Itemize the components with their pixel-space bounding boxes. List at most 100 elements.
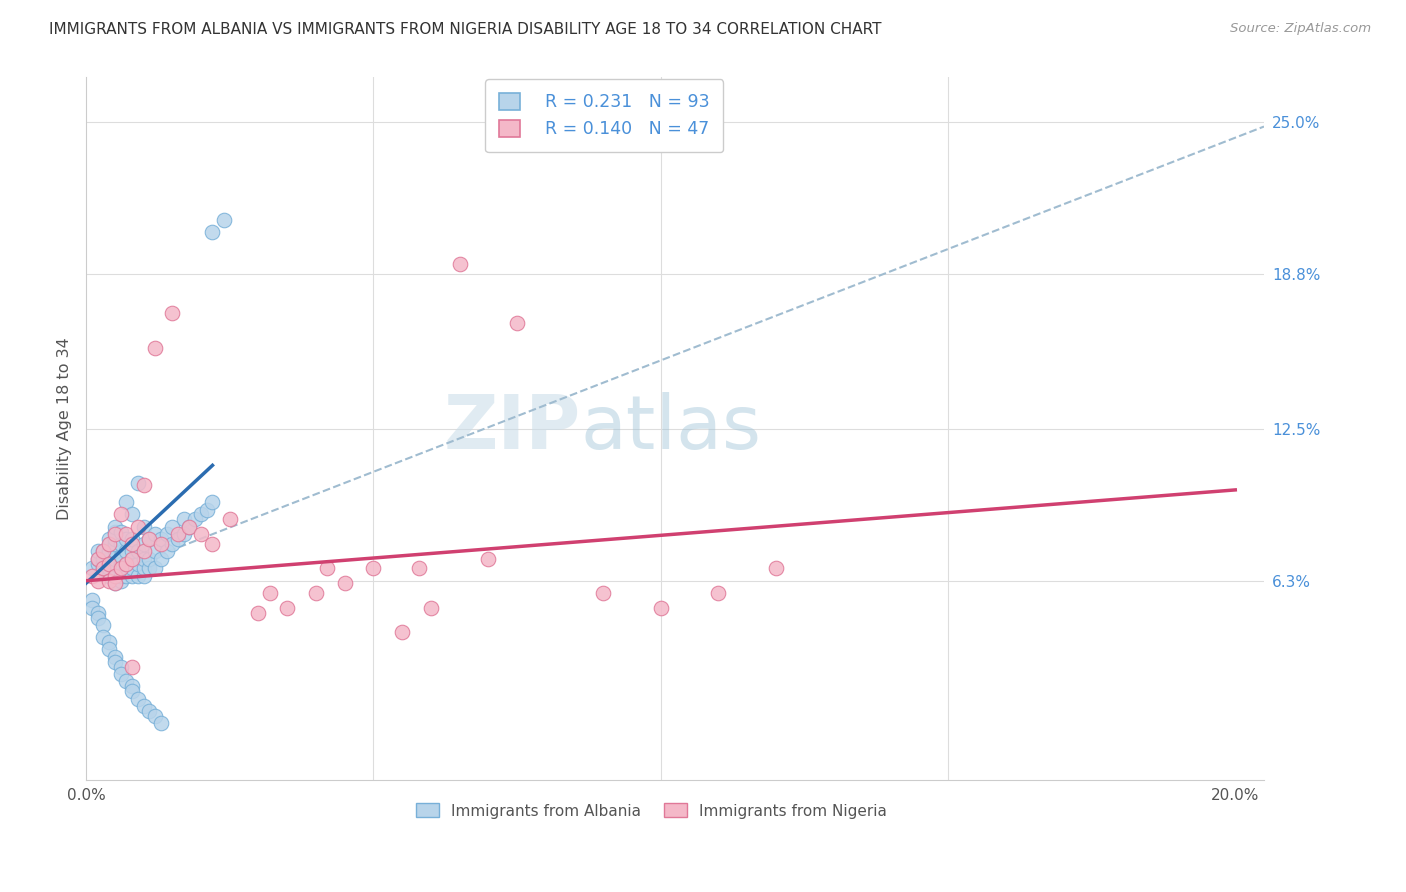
Point <box>363 561 385 575</box>
Point <box>162 306 184 320</box>
Point <box>121 551 143 566</box>
Point <box>121 684 143 698</box>
Point <box>149 716 172 731</box>
Point <box>316 561 339 575</box>
Point <box>98 544 121 558</box>
Point <box>127 544 149 558</box>
Point <box>138 532 160 546</box>
Point <box>127 557 149 571</box>
Point <box>86 574 108 588</box>
Point <box>121 508 143 522</box>
Point <box>104 551 127 566</box>
Point <box>98 635 121 649</box>
Point <box>305 586 328 600</box>
Point <box>218 512 240 526</box>
Point <box>110 574 132 588</box>
Point <box>121 544 143 558</box>
Point <box>98 557 121 571</box>
Point <box>110 549 132 564</box>
Point <box>155 544 177 558</box>
Point <box>477 551 499 566</box>
Point <box>110 561 132 575</box>
Point <box>121 537 143 551</box>
Point <box>104 655 127 669</box>
Point <box>98 532 121 546</box>
Point <box>110 569 132 583</box>
Point <box>86 606 108 620</box>
Point <box>104 532 127 546</box>
Point <box>167 527 190 541</box>
Point <box>98 642 121 657</box>
Point <box>173 512 195 526</box>
Point <box>91 561 114 575</box>
Point <box>98 561 121 575</box>
Point <box>143 544 166 558</box>
Text: IMMIGRANTS FROM ALBANIA VS IMMIGRANTS FROM NIGERIA DISABILITY AGE 18 TO 34 CORRE: IMMIGRANTS FROM ALBANIA VS IMMIGRANTS FR… <box>49 22 882 37</box>
Point <box>104 544 127 558</box>
Point <box>132 520 155 534</box>
Point <box>98 551 121 566</box>
Point <box>391 625 413 640</box>
Point <box>132 569 155 583</box>
Point <box>162 520 184 534</box>
Point <box>143 561 166 575</box>
Point <box>179 520 201 534</box>
Point <box>167 532 190 546</box>
Point <box>408 561 430 575</box>
Point <box>149 532 172 546</box>
Point <box>80 569 103 583</box>
Point <box>212 212 235 227</box>
Point <box>91 544 114 558</box>
Point <box>110 537 132 551</box>
Point <box>115 557 138 571</box>
Point <box>179 520 201 534</box>
Point <box>190 527 212 541</box>
Point <box>506 316 529 330</box>
Point <box>127 691 149 706</box>
Point <box>201 537 224 551</box>
Point <box>127 475 149 490</box>
Point <box>201 225 224 239</box>
Point <box>104 537 127 551</box>
Point <box>98 537 121 551</box>
Point <box>138 551 160 566</box>
Legend: Immigrants from Albania, Immigrants from Nigeria: Immigrants from Albania, Immigrants from… <box>409 797 893 824</box>
Point <box>449 257 471 271</box>
Point <box>127 569 149 583</box>
Point <box>115 557 138 571</box>
Point <box>115 674 138 689</box>
Point <box>765 561 787 575</box>
Point <box>132 478 155 492</box>
Point <box>333 576 356 591</box>
Point <box>86 544 108 558</box>
Point <box>132 537 155 551</box>
Point <box>98 569 121 583</box>
Point <box>132 698 155 713</box>
Point <box>110 557 132 571</box>
Point <box>143 341 166 355</box>
Point <box>86 551 108 566</box>
Point <box>650 600 672 615</box>
Text: ZIP: ZIP <box>443 392 581 465</box>
Point <box>104 527 127 541</box>
Y-axis label: Disability Age 18 to 34: Disability Age 18 to 34 <box>58 337 72 520</box>
Point <box>86 551 108 566</box>
Point <box>143 708 166 723</box>
Point <box>155 527 177 541</box>
Point <box>104 561 127 575</box>
Point <box>91 551 114 566</box>
Point <box>115 561 138 575</box>
Point <box>104 576 127 591</box>
Point <box>91 557 114 571</box>
Point <box>115 569 138 583</box>
Point <box>80 593 103 607</box>
Point <box>138 704 160 718</box>
Point <box>104 569 127 583</box>
Point <box>80 600 103 615</box>
Point <box>91 618 114 632</box>
Point <box>104 576 127 591</box>
Point <box>259 586 281 600</box>
Point <box>143 527 166 541</box>
Point <box>127 520 149 534</box>
Point <box>121 679 143 693</box>
